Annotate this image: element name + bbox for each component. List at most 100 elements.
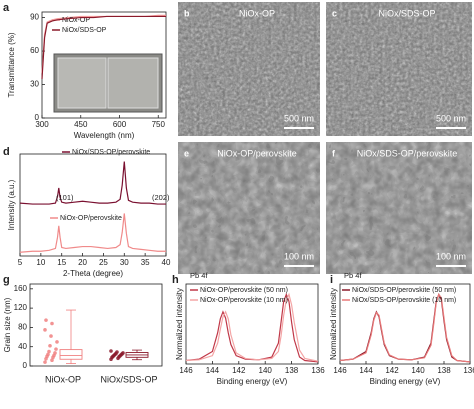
- data-point: [115, 350, 119, 354]
- x-tick-label: 30: [120, 258, 129, 267]
- sem-image: [326, 142, 472, 274]
- data-point: [47, 349, 51, 354]
- x-tick-label: 142: [385, 366, 399, 375]
- data-line: [339, 293, 471, 363]
- x-tick-label: 136: [311, 366, 325, 375]
- x-tick-label: 144: [359, 366, 373, 375]
- y-axis-label: Intensity (a.u.): [7, 179, 16, 230]
- data-point: [43, 360, 47, 364]
- y-tick-label: 160: [14, 284, 28, 293]
- x-tick-label: 140: [259, 366, 273, 375]
- x-tick-label: 20: [78, 258, 87, 267]
- y-tick-label: 120: [14, 303, 28, 312]
- y-tick-label: 40: [18, 342, 27, 351]
- legend-label: NiOx/SDS-OP: [62, 27, 107, 34]
- x-tick-label: 146: [179, 366, 193, 375]
- y-tick-label: 90: [30, 13, 39, 22]
- legend-label: NiOx/SDS-OP/perovskite: [72, 149, 150, 156]
- data-point: [54, 347, 58, 351]
- legend-label: NiOx-OP/perovskite (50 nm): [200, 287, 288, 294]
- x-tick-label: 25: [99, 258, 108, 267]
- scale-bar-label: 500 nm: [284, 113, 314, 123]
- data-point: [49, 334, 53, 338]
- x-tick-label: 136: [463, 366, 474, 375]
- x-tick-label: 138: [437, 366, 451, 375]
- image-label: NiOx/SDS-OP: [378, 8, 435, 18]
- data-line: [19, 161, 166, 205]
- panel-letter: f: [332, 148, 336, 158]
- x-tick-label: 10: [36, 258, 45, 267]
- data-point: [44, 318, 48, 322]
- panel-letter: h: [172, 274, 179, 286]
- data-point: [46, 352, 50, 357]
- scale-bar-label: 100 nm: [436, 251, 466, 261]
- data-line: [41, 15, 166, 79]
- box: [59, 349, 83, 360]
- y-tick-label: 0: [23, 361, 28, 370]
- data-line: [185, 292, 319, 363]
- x-axis-label: 2-Theta (degree): [63, 269, 123, 278]
- x-tick-label: 146: [333, 366, 347, 375]
- x-tick-label: 15: [57, 258, 66, 267]
- data-point: [50, 358, 54, 363]
- panel-letter: d: [3, 146, 10, 158]
- legend-label: NiOx/SDS-OP/perovskite (10 nm): [352, 297, 456, 304]
- x-tick-label: 5: [18, 258, 23, 267]
- x-axis-label: Binding energy (eV): [370, 377, 441, 386]
- x-tick-label: 138: [285, 366, 299, 375]
- x-tick-label: 35: [141, 258, 150, 267]
- x-tick-label: 450: [74, 120, 88, 129]
- annotation: Pb 4f: [190, 271, 208, 280]
- data-point: [53, 351, 57, 355]
- sem-image: [326, 2, 472, 136]
- data-point: [48, 343, 52, 348]
- sem-image: [178, 2, 320, 136]
- data-line: [185, 292, 319, 362]
- y-axis-label: Transmittance (%): [7, 32, 16, 97]
- panel-letter: a: [3, 2, 10, 14]
- x-axis-label: Wavelength (nm): [74, 131, 135, 140]
- x-tick-label: 750: [152, 120, 166, 129]
- legend-label: NiOx-OP/perovskite: [60, 215, 122, 222]
- x-tick-label: 600: [113, 120, 127, 129]
- x-tick-label: 300: [35, 120, 49, 129]
- plot-frame: [185, 283, 319, 365]
- inset-glass: [107, 57, 159, 109]
- image-label: NiOx-OP: [239, 8, 275, 18]
- annotation: (101): [56, 193, 74, 202]
- x-tick-label: 142: [232, 366, 246, 375]
- panel-letter: b: [184, 8, 190, 18]
- data-point: [121, 351, 125, 355]
- annotation: Pb 4f: [344, 271, 362, 280]
- data-point: [55, 340, 59, 344]
- y-tick-label: 30: [30, 80, 39, 89]
- x-tick-label: NiOx/SDS-OP: [100, 374, 157, 384]
- scale-bar-label: 100 nm: [284, 251, 314, 261]
- inset-glass: [57, 57, 107, 109]
- y-tick-label: 60: [30, 46, 39, 55]
- image-label: NiOx/SDS-OP/perovskite: [357, 148, 458, 158]
- data-point: [43, 328, 47, 332]
- x-axis-label: Binding energy (eV): [217, 377, 288, 386]
- y-axis-label: Normalized intensity: [175, 288, 184, 360]
- data-line: [19, 213, 166, 253]
- y-tick-label: 0: [35, 113, 40, 122]
- data-point: [109, 349, 113, 353]
- plot-frame: [339, 283, 471, 365]
- image-label: NiOx-OP/perovskite: [217, 148, 297, 158]
- y-tick-label: 80: [18, 323, 27, 332]
- data-point: [50, 321, 54, 326]
- panel-letter: g: [3, 274, 10, 286]
- x-tick-label: NiOx-OP: [45, 374, 81, 384]
- x-tick-label: 144: [206, 366, 220, 375]
- legend-label: NiOx/SDS-OP/perovskite (50 nm): [352, 287, 456, 294]
- panel-letter: i: [330, 274, 333, 286]
- scale-bar-label: 500 nm: [436, 113, 466, 123]
- annotation: (202): [152, 193, 170, 202]
- plot-frame: [29, 283, 163, 367]
- x-tick-label: 140: [411, 366, 425, 375]
- sem-image: [178, 142, 320, 274]
- y-axis-label: Normalized intensity: [329, 288, 338, 360]
- legend-label: NiOx-OP: [62, 17, 90, 24]
